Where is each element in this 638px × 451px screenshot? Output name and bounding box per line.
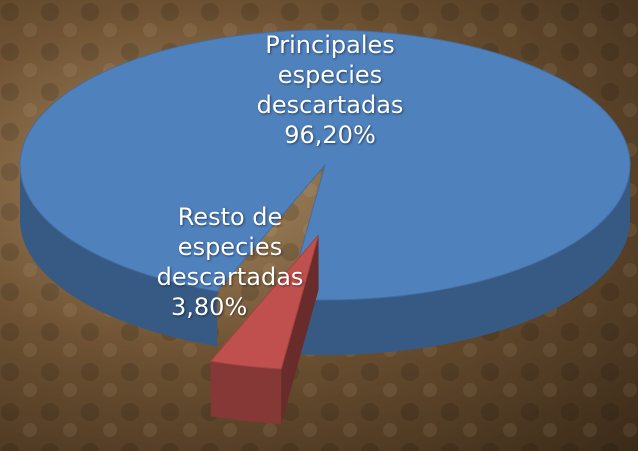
category-label: Principales especies descartadas [225, 30, 435, 120]
chart: Principales especies descartadas 96,20% … [0, 0, 638, 451]
category-label: Resto de especies descartadas [135, 202, 325, 292]
value-label: 96,20% [225, 120, 435, 150]
slice-label: Resto de especies descartadas 3,80% [135, 202, 325, 322]
value-label: 3,80% [135, 292, 325, 322]
slice-side [211, 361, 282, 424]
slice-label: Principales especies descartadas 96,20% [225, 30, 435, 150]
